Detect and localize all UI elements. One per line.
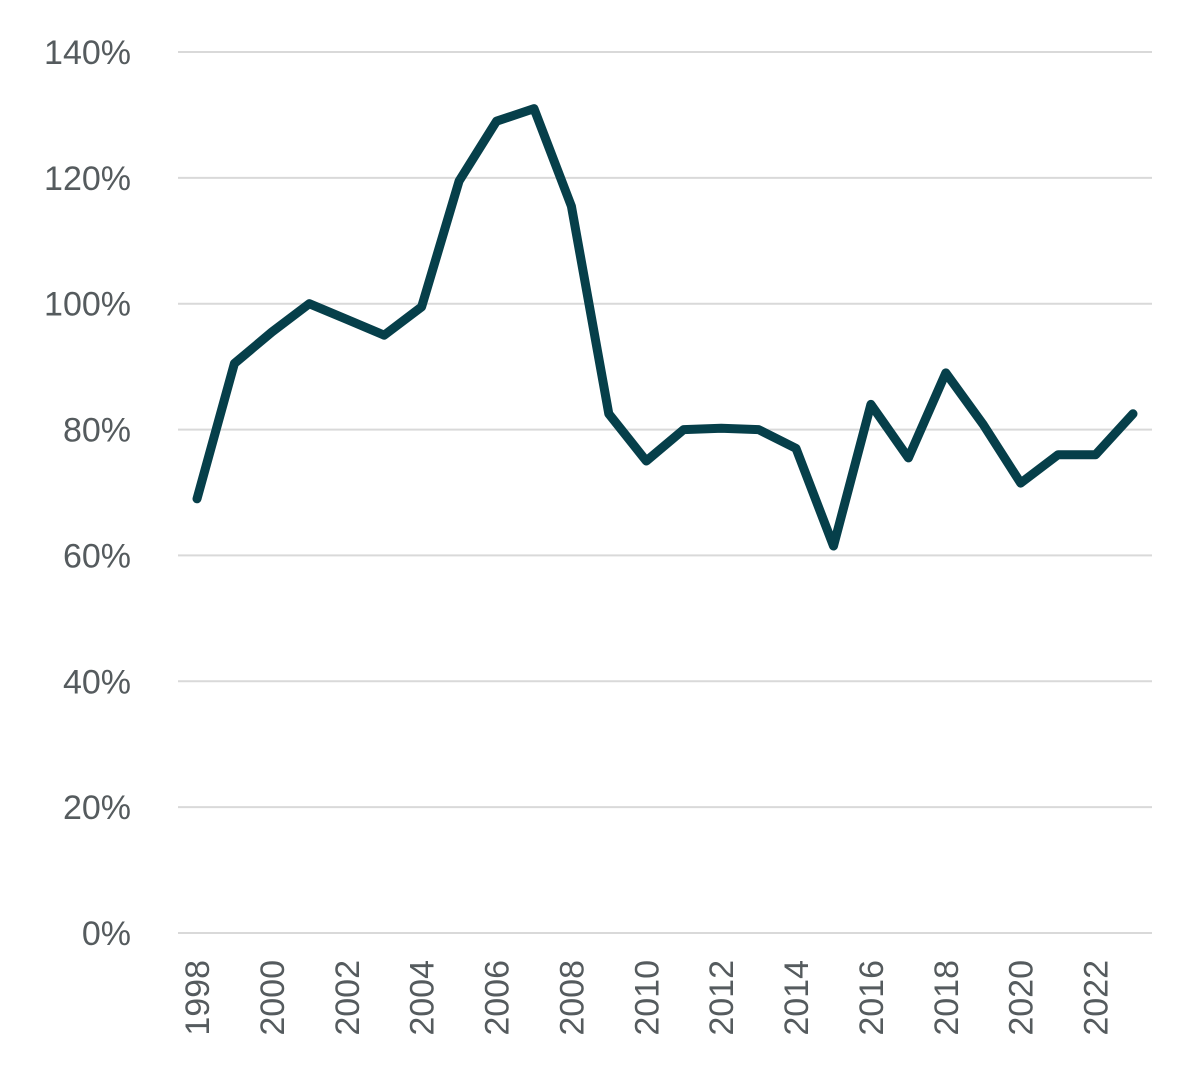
gridlines — [178, 51, 1152, 934]
x-tick-label: 2020 — [1003, 960, 1041, 1036]
x-tick-label: 2014 — [778, 960, 816, 1036]
x-tick-label: 2010 — [628, 960, 666, 1036]
y-tick-label: 20% — [63, 789, 131, 827]
y-axis-tick-labels: 0% 20% 40% 60% 80% 100% 120% 140% — [44, 34, 131, 953]
y-tick-label: 0% — [82, 915, 131, 953]
series-line — [192, 104, 1138, 551]
x-tick-label: 2004 — [404, 960, 442, 1036]
x-tick-label: 2000 — [254, 960, 292, 1036]
x-tick-label: 2008 — [553, 960, 591, 1036]
y-tick-label: 100% — [44, 286, 131, 324]
y-tick-label: 40% — [63, 663, 131, 701]
y-tick-label: 140% — [44, 34, 131, 72]
y-tick-label: 80% — [63, 412, 131, 450]
series-group — [192, 104, 1138, 551]
x-tick-label: 1998 — [179, 960, 217, 1036]
x-tick-label: 2022 — [1078, 960, 1116, 1036]
x-tick-label: 2016 — [853, 960, 891, 1036]
x-tick-label: 2006 — [479, 960, 517, 1036]
y-tick-label: 60% — [63, 537, 131, 575]
x-axis-tick-labels: 1998 2000 2002 2004 2006 2008 2010 2012 2014 2016… — [179, 960, 1116, 1036]
x-tick-label: 2012 — [703, 960, 741, 1036]
x-tick-label: 2002 — [329, 960, 367, 1036]
x-tick-label: 2018 — [928, 960, 966, 1036]
y-tick-label: 120% — [44, 160, 131, 198]
